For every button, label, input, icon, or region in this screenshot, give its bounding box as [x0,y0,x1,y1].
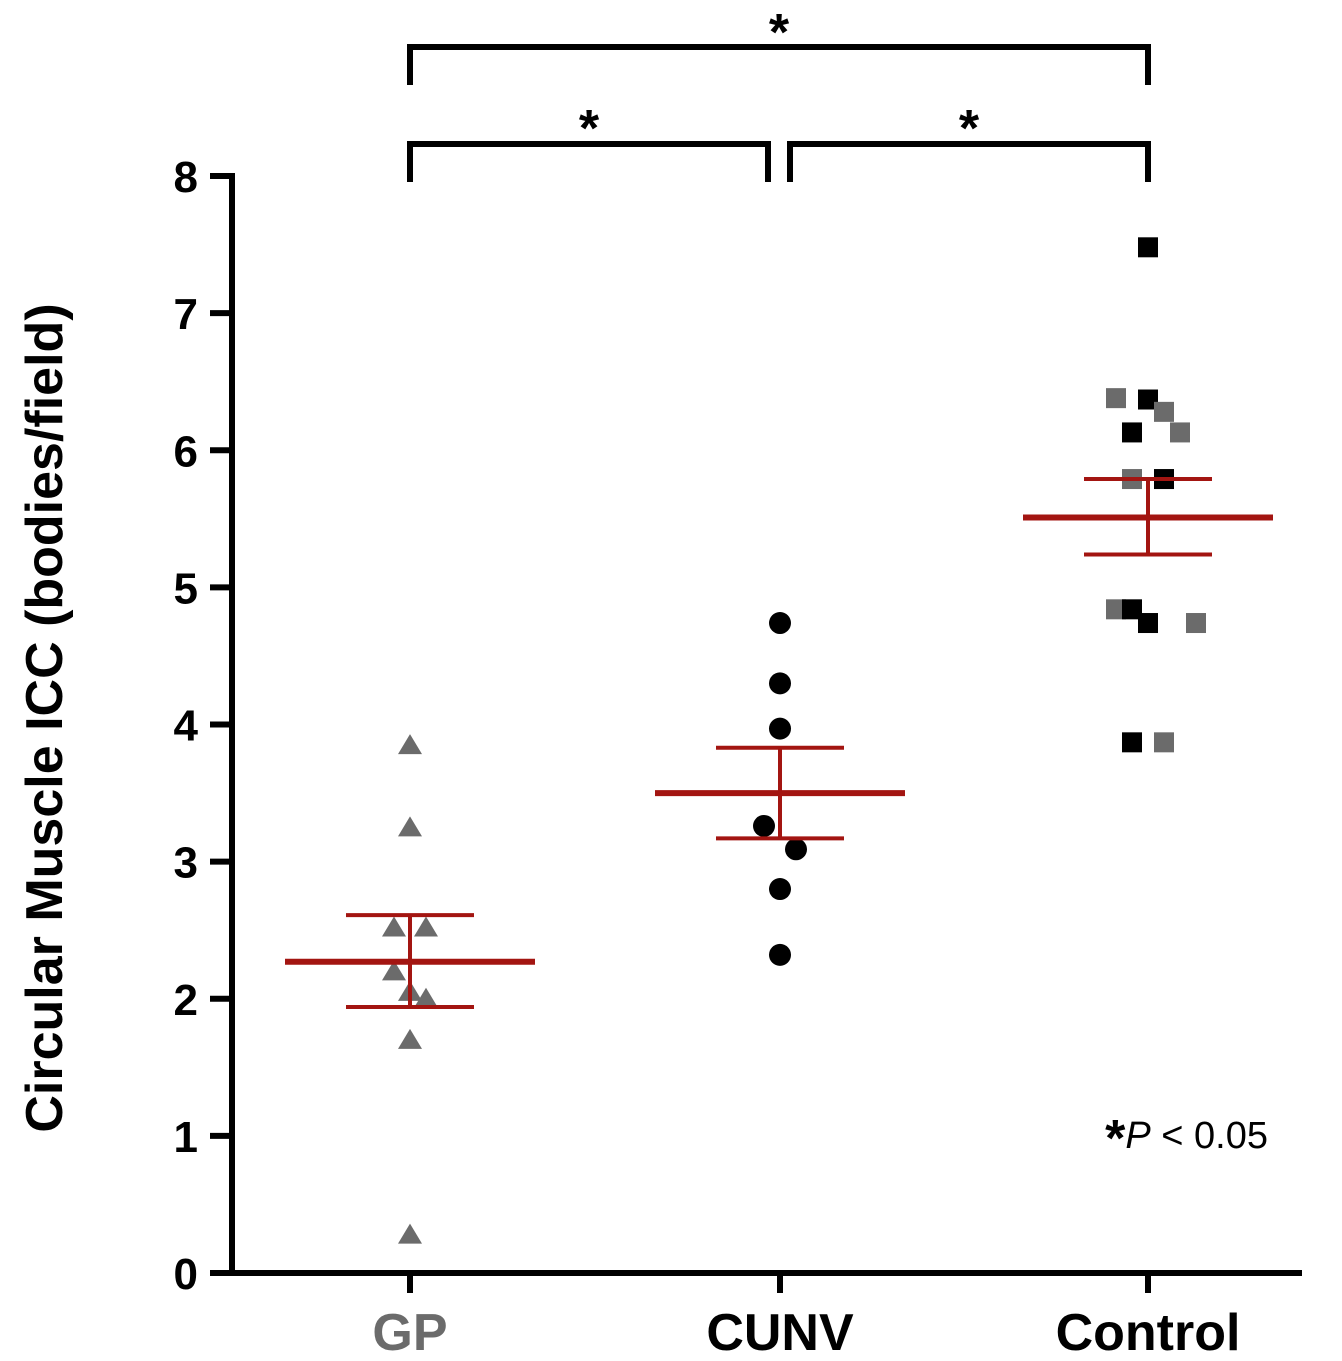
gp-point [398,1028,422,1049]
axes [229,173,1302,1276]
control-point [1106,388,1126,409]
y-tick-label: 6 [174,427,198,476]
cunv-point [753,814,775,837]
y-tick-label: 2 [174,976,198,1025]
significance-brackets: * * * [407,4,1151,182]
gp-point [382,960,406,981]
gp-point [414,987,438,1008]
gp-point [398,1223,422,1244]
gp-point [414,916,438,937]
significance-star: * [959,100,980,158]
y-axis-title: Circular Muscle ICC (bodies/field) [16,303,74,1132]
control-point [1122,422,1142,443]
x-tick-label: CUNV [706,1304,854,1361]
significance-note-star: * [1105,1110,1126,1168]
y-tick-label: 0 [174,1250,198,1299]
significance-bracket [407,141,771,182]
cunv-point [769,878,791,901]
cunv-point [769,612,791,635]
p-symbol: P [1125,1115,1151,1157]
cunv-point [769,943,791,966]
control-point [1138,389,1158,410]
x-tick-label: GP [372,1304,447,1361]
significance-note: *P < 0.05 [1105,1110,1268,1168]
control-point [1186,613,1206,634]
data-points [382,237,1206,1244]
y-axis-ticks: 0 1 2 3 4 5 6 7 8 [174,153,232,1299]
y-tick-label: 3 [174,839,198,888]
cunv-point [769,672,791,695]
control-point [1154,401,1174,422]
significance-note-text: P < 0.05 [1125,1115,1268,1157]
y-tick-label: 7 [174,290,198,339]
control-point [1154,732,1174,753]
significance-star: * [769,4,790,62]
cunv-point [785,838,807,861]
significance-bracket [787,141,1151,182]
significance-bracket [407,44,1151,85]
control-point [1138,237,1158,258]
control-point [1122,599,1142,620]
x-axis-labels: GP CUNV Control [372,1273,1240,1361]
control-point [1106,599,1126,620]
p-threshold: < 0.05 [1151,1115,1268,1157]
y-tick-label: 1 [174,1113,198,1162]
gp-point [398,734,422,755]
mean-sem-bars [285,477,1273,1009]
control-point [1122,732,1142,753]
significance-star: * [579,100,600,158]
y-tick-label: 5 [174,564,198,613]
control-point [1170,422,1190,443]
cunv-point [769,717,791,740]
y-tick-label: 4 [174,702,199,751]
y-tick-label: 8 [174,153,198,202]
control-point [1138,613,1158,634]
x-tick-label: Control [1056,1304,1241,1361]
gp-point [398,816,422,837]
gp-point [382,916,406,937]
